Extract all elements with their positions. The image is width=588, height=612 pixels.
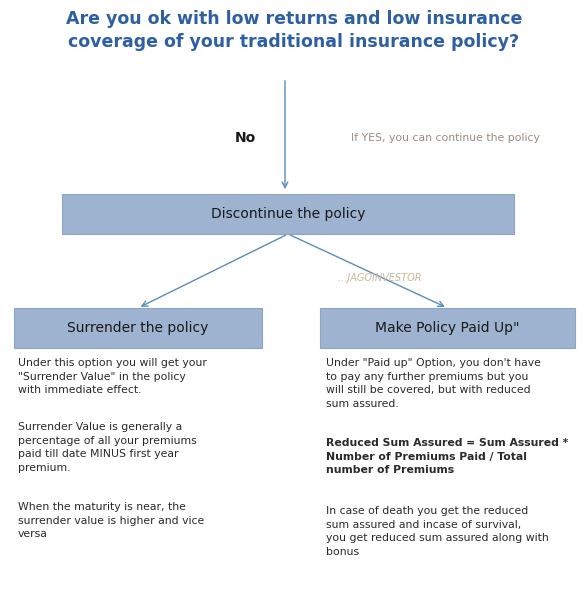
Text: Are you ok with low returns and low insurance
coverage of your traditional insur: Are you ok with low returns and low insu… <box>66 10 522 51</box>
Text: Surrender Value is generally a
percentage of all your premiums
paid till date MI: Surrender Value is generally a percentag… <box>18 422 197 473</box>
Text: Discontinue the policy: Discontinue the policy <box>211 207 365 221</box>
Text: Under "Paid up" Option, you don't have
to pay any further premiums but you
will : Under "Paid up" Option, you don't have t… <box>326 358 541 409</box>
FancyBboxPatch shape <box>320 308 575 348</box>
FancyBboxPatch shape <box>62 194 514 234</box>
FancyBboxPatch shape <box>14 308 262 348</box>
Text: No: No <box>235 131 256 145</box>
Text: When the maturity is near, the
surrender value is higher and vice
versa: When the maturity is near, the surrender… <box>18 502 204 539</box>
Text: Make Policy Paid Up": Make Policy Paid Up" <box>375 321 520 335</box>
Text: Reduced Sum Assured = Sum Assured *
Number of Premiums Paid / Total
number of Pr: Reduced Sum Assured = Sum Assured * Numb… <box>326 438 568 475</box>
Text: Under this option you will get your
"Surrender Value" in the policy
with immedia: Under this option you will get your "Sur… <box>18 358 207 395</box>
Text: .. JAGOINVESTOR: .. JAGOINVESTOR <box>338 273 422 283</box>
Text: If YES, you can continue the policy: If YES, you can continue the policy <box>350 133 539 143</box>
Text: Surrender the policy: Surrender the policy <box>67 321 209 335</box>
Text: In case of death you get the reduced
sum assured and incase of survival,
you get: In case of death you get the reduced sum… <box>326 506 549 557</box>
